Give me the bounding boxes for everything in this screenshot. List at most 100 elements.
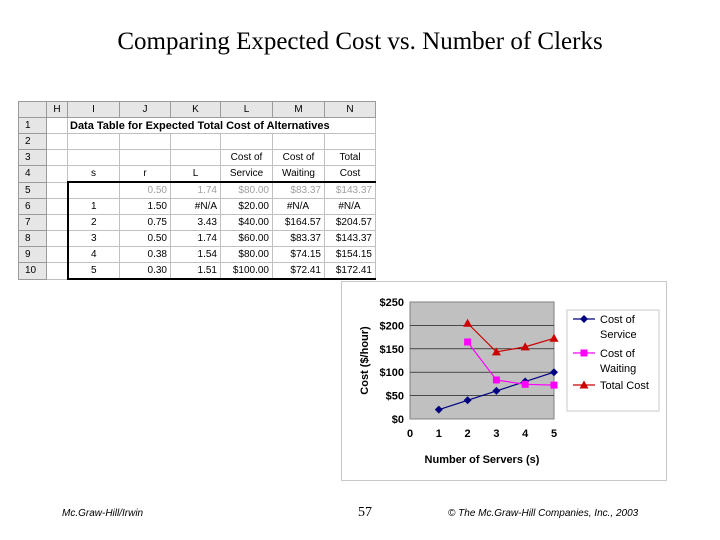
cell[interactable]: #N/A — [324, 198, 376, 215]
column-header-k[interactable]: K — [170, 101, 221, 118]
cell[interactable] — [46, 230, 68, 247]
cell[interactable] — [46, 181, 68, 199]
cell[interactable]: Cost of — [272, 149, 325, 166]
cell[interactable]: 1 — [66, 198, 120, 215]
column-header-n[interactable]: N — [324, 101, 376, 118]
column-header-m[interactable]: M — [272, 101, 325, 118]
column-header-l[interactable]: L — [220, 101, 273, 118]
cell[interactable] — [46, 198, 68, 215]
slide-title: Comparing Expected Cost vs. Number of Cl… — [117, 28, 603, 55]
cell[interactable]: $72.41 — [272, 262, 325, 280]
series-line — [467, 322, 555, 353]
row-number[interactable]: 9 — [18, 246, 47, 263]
legend-box — [566, 309, 660, 412]
cell[interactable] — [324, 133, 376, 150]
cell[interactable]: $83.37 — [272, 181, 325, 199]
cell[interactable] — [46, 133, 68, 150]
cell[interactable]: 3 — [66, 230, 120, 247]
cell[interactable]: $80.00 — [220, 181, 273, 199]
column-header-h[interactable]: H — [46, 101, 68, 118]
cell[interactable]: $40.00 — [220, 214, 273, 231]
cell[interactable] — [46, 117, 68, 134]
cell[interactable]: $100.00 — [220, 262, 273, 280]
cell[interactable]: $74.15 — [272, 246, 325, 263]
cell[interactable] — [170, 133, 221, 150]
y-tick-label: $0 — [392, 414, 404, 426]
cell[interactable]: 0.50 — [119, 230, 171, 247]
cell[interactable]: 1.74 — [170, 230, 221, 247]
cell[interactable]: 5 — [66, 262, 120, 280]
row-number[interactable]: 4 — [18, 165, 47, 183]
cell[interactable]: $60.00 — [220, 230, 273, 247]
cell[interactable] — [119, 149, 171, 166]
row-number[interactable]: 10 — [18, 262, 47, 280]
cell[interactable] — [46, 214, 68, 231]
row-number[interactable]: 2 — [18, 133, 47, 150]
cell[interactable]: Waiting — [272, 165, 325, 183]
cell[interactable]: Service — [220, 165, 273, 183]
cost-chart[interactable]: $0 $50 $100 $150 $200 $250 0 1 2 3 4 5 Number of Ser… — [341, 281, 667, 481]
cell[interactable]: 0.30 — [119, 262, 171, 280]
cell[interactable] — [66, 181, 120, 199]
cell[interactable]: $80.00 — [220, 246, 273, 263]
cell[interactable]: #N/A — [170, 198, 221, 215]
cell[interactable]: $20.00 — [220, 198, 273, 215]
cell[interactable]: 0.75 — [119, 214, 171, 231]
cell[interactable] — [46, 262, 68, 280]
cell[interactable]: 1.50 — [119, 198, 171, 215]
row-number[interactable]: 8 — [18, 230, 47, 247]
cell[interactable]: $164.57 — [272, 214, 325, 231]
cell[interactable] — [67, 149, 120, 166]
data-point — [434, 405, 443, 414]
cell[interactable] — [220, 133, 273, 150]
cell[interactable] — [46, 246, 68, 263]
x-tick-label: 1 — [436, 428, 442, 440]
column-header-row: H I J K L M N — [18, 101, 376, 118]
cell[interactable]: Cost — [324, 165, 376, 183]
table-row: 2 — [18, 133, 376, 150]
column-header-j[interactable]: J — [119, 101, 171, 118]
cell[interactable] — [119, 133, 171, 150]
cell[interactable]: 3.43 — [170, 214, 221, 231]
cell[interactable]: Cost of — [220, 149, 273, 166]
cell[interactable]: r — [119, 165, 171, 183]
row-number[interactable]: 6 — [18, 198, 47, 215]
cell[interactable]: 4 — [66, 246, 120, 263]
cell[interactable]: $154.15 — [324, 246, 376, 263]
cell[interactable]: #N/A — [272, 198, 325, 215]
table-row: 4 s r L Service Waiting Cost — [18, 165, 376, 183]
y-tick-label: $250 — [380, 297, 404, 309]
cell[interactable]: L — [170, 165, 221, 183]
cell[interactable]: $204.57 — [324, 214, 376, 231]
legend-label: Cost of — [600, 348, 636, 360]
cell[interactable]: 1.54 — [170, 246, 221, 263]
cell[interactable]: 1.74 — [170, 181, 221, 199]
cell[interactable] — [46, 165, 68, 183]
cell[interactable]: 0.38 — [119, 246, 171, 263]
cell[interactable] — [46, 149, 68, 166]
cell[interactable] — [272, 133, 325, 150]
cell[interactable]: 2 — [66, 214, 120, 231]
cell[interactable]: $83.37 — [272, 230, 325, 247]
cell[interactable]: Total — [324, 149, 376, 166]
cell[interactable]: $172.41 — [324, 262, 376, 280]
cell[interactable] — [67, 133, 120, 150]
table-row: 8 3 0.50 1.74 $60.00 $83.37 $143.37 — [18, 230, 376, 247]
row-number[interactable]: 1 — [18, 117, 47, 134]
data-point — [549, 333, 559, 342]
footer-copyright: © The Mc.Graw-Hill Companies, Inc., 2003 — [448, 508, 639, 519]
cell[interactable]: 0.50 — [119, 181, 171, 199]
table-title-cell[interactable]: Data Table for Expected Total Cost of Al… — [67, 117, 376, 134]
cell[interactable]: $143.37 — [324, 181, 376, 199]
column-header-i[interactable]: I — [67, 101, 120, 118]
cell[interactable]: 1.51 — [170, 262, 221, 280]
cell[interactable] — [170, 149, 221, 166]
corner-cell[interactable] — [18, 101, 47, 118]
cell[interactable]: s — [67, 165, 120, 183]
data-point — [463, 318, 473, 327]
row-number[interactable]: 3 — [18, 149, 47, 166]
row-number[interactable]: 7 — [18, 214, 47, 231]
row-number[interactable]: 5 — [18, 181, 47, 199]
cell[interactable]: $143.37 — [324, 230, 376, 247]
legend-marker — [580, 315, 588, 323]
